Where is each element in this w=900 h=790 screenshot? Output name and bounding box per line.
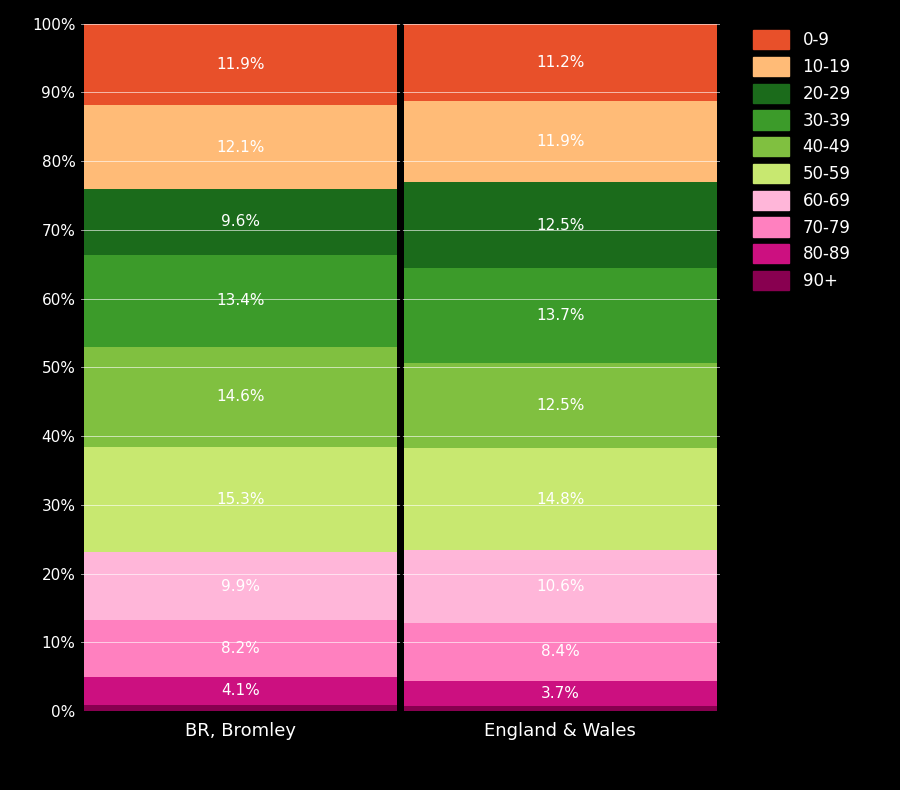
Bar — [404, 363, 716, 449]
Text: 9.6%: 9.6% — [221, 214, 260, 229]
Text: 11.9%: 11.9% — [536, 134, 584, 149]
Bar — [85, 620, 397, 676]
Bar — [85, 106, 397, 189]
Bar — [85, 447, 397, 552]
Bar — [404, 182, 716, 269]
Bar — [404, 681, 716, 706]
Text: 11.2%: 11.2% — [536, 55, 584, 70]
Bar — [85, 24, 397, 106]
Text: 15.3%: 15.3% — [217, 492, 265, 507]
Bar — [85, 676, 397, 705]
Text: 14.8%: 14.8% — [536, 492, 584, 507]
Bar — [85, 189, 397, 254]
Text: 8.2%: 8.2% — [221, 641, 260, 656]
Bar — [404, 623, 716, 681]
Bar — [404, 706, 716, 711]
Bar — [85, 254, 397, 347]
Bar — [404, 550, 716, 623]
Bar — [85, 347, 397, 447]
Text: 12.1%: 12.1% — [217, 140, 265, 155]
Text: 11.9%: 11.9% — [217, 57, 265, 72]
Text: 4.1%: 4.1% — [221, 683, 260, 698]
Bar — [85, 705, 397, 711]
Text: 8.4%: 8.4% — [541, 645, 580, 660]
Text: 3.7%: 3.7% — [541, 686, 580, 701]
Text: 14.6%: 14.6% — [217, 389, 265, 404]
Text: 9.9%: 9.9% — [221, 579, 260, 594]
Text: 12.5%: 12.5% — [536, 218, 584, 233]
Text: 13.4%: 13.4% — [217, 293, 265, 308]
Text: 12.5%: 12.5% — [536, 398, 584, 413]
Bar — [404, 100, 716, 182]
Bar — [85, 552, 397, 620]
Text: 10.6%: 10.6% — [536, 579, 584, 594]
Legend: 0-9, 10-19, 20-29, 30-39, 40-49, 50-59, 60-69, 70-79, 80-89, 90+: 0-9, 10-19, 20-29, 30-39, 40-49, 50-59, … — [748, 25, 856, 295]
Bar — [404, 269, 716, 363]
Bar — [404, 24, 716, 100]
Bar — [404, 449, 716, 550]
Text: 13.7%: 13.7% — [536, 308, 584, 323]
